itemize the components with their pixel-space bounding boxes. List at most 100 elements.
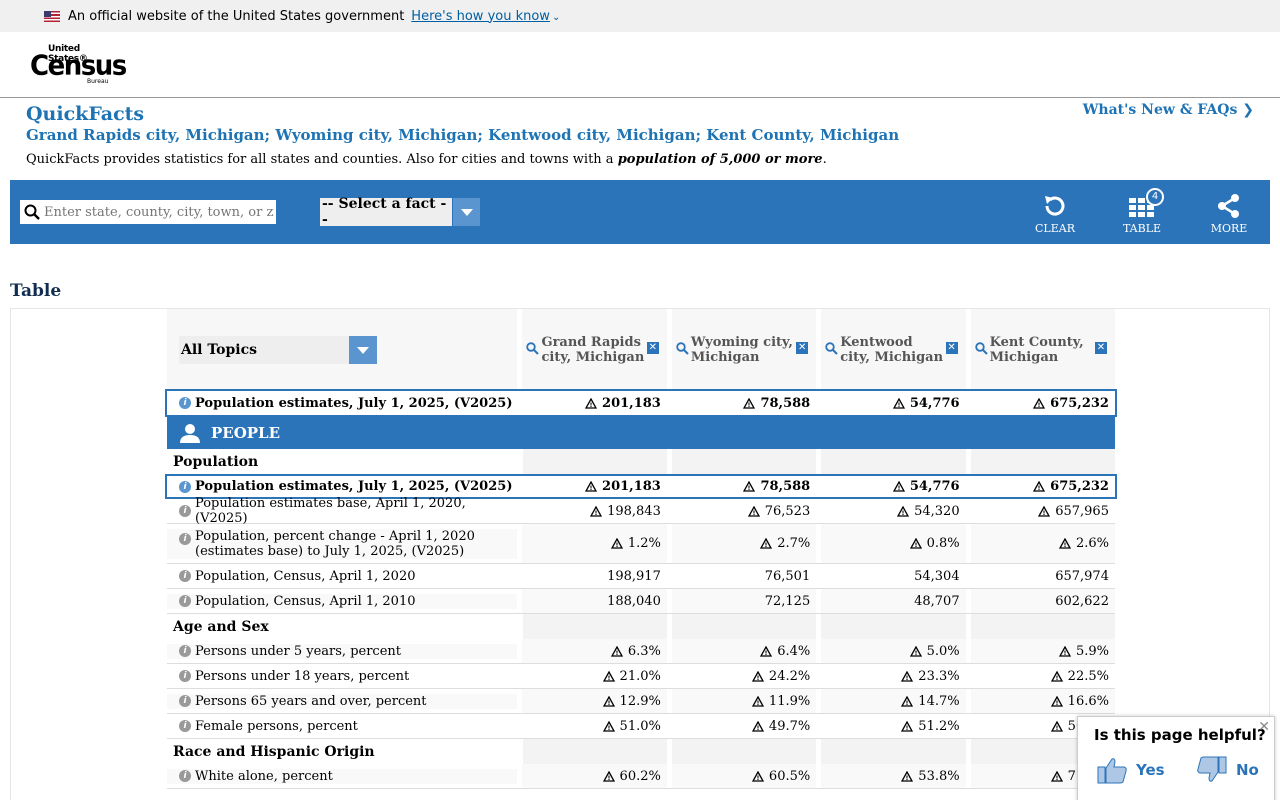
warning-icon[interactable]: ! [602,695,615,707]
table-cell: ! 657,965 [971,499,1115,523]
warning-icon[interactable]: ! [585,397,598,409]
warning-icon[interactable]: ! [909,645,922,657]
fact-select[interactable]: -- Select a fact -- [320,196,480,228]
warning-icon[interactable]: ! [1033,397,1046,409]
table-cell: ! 6.3% [522,639,667,663]
table-cell: ! 12.9% [522,689,667,713]
info-icon[interactable]: i [179,595,191,607]
table-header: All Topics Grand Rapids city, Michigan ✕… [167,309,1115,389]
warning-icon[interactable]: ! [897,505,910,517]
remove-column-icon[interactable]: ✕ [646,342,659,354]
table-cell: ! 24.2% [672,664,816,688]
row-label: Persons under 18 years, percent [195,668,410,684]
warning-icon[interactable]: ! [743,397,756,409]
topics-select[interactable]: All Topics [179,336,377,364]
warning-icon[interactable]: ! [590,505,603,517]
svg-text:!: ! [897,402,900,409]
warning-icon[interactable]: ! [610,645,623,657]
warning-icon[interactable]: ! [1050,695,1063,707]
info-icon[interactable]: i [179,532,191,545]
svg-text:!: ! [1064,542,1067,549]
warning-icon[interactable]: ! [751,720,764,732]
census-logo[interactable]: United States® Census Bureau [30,44,127,85]
search-icon[interactable] [676,342,689,355]
toolbar: -- Select a fact -- CLEAR 4 TABLE MORE [10,180,1270,244]
feedback-yes-button[interactable]: Yes [1096,755,1165,785]
warning-icon[interactable]: ! [901,770,914,782]
info-icon[interactable]: i [179,770,191,782]
remove-column-icon[interactable]: ✕ [945,342,958,354]
table-cell: ! 23.3% [821,664,965,688]
table-button[interactable]: 4 TABLE [1112,188,1172,235]
row-label: Persons 65 years and over, percent [195,693,427,709]
warning-icon[interactable]: ! [602,720,615,732]
info-icon[interactable]: i [179,720,191,732]
info-icon[interactable]: i [179,480,191,493]
table-cell: 602,622 [970,589,1115,613]
table-cell: ! 1.2% [522,524,667,563]
search-icon[interactable] [825,342,838,355]
table-cell: ! 78,588 [672,476,816,497]
close-icon[interactable]: ✕ [1258,719,1270,735]
remove-column-icon[interactable]: ✕ [796,342,809,354]
svg-text:!: ! [752,510,755,517]
table-row: i Population, Census, April 1, 2010 188,04… [167,589,1115,614]
page-description: QuickFacts provides statistics for all s… [26,152,827,167]
warning-icon[interactable]: ! [743,481,756,492]
warning-icon[interactable]: ! [760,645,773,657]
table-row: i Population estimates base, April 1, 202… [167,496,1115,526]
warning-icon[interactable]: ! [1050,670,1063,682]
warning-icon[interactable]: ! [747,505,760,517]
table-row: i Persons under 18 years, percent! 21.0%! 2… [167,664,1115,689]
warning-icon[interactable]: ! [610,538,623,549]
thumbs-down-icon [1197,756,1227,782]
warning-icon[interactable]: ! [1038,505,1051,517]
more-button[interactable]: MORE [1199,192,1259,235]
how-you-know-link[interactable]: Here's how you know ⌄ [411,8,561,24]
search-icon[interactable] [974,342,988,355]
search-icon[interactable] [526,342,540,355]
warning-icon[interactable]: ! [892,481,905,492]
svg-text:!: ! [757,775,760,782]
warning-icon[interactable]: ! [751,770,764,782]
warning-icon[interactable]: ! [1050,720,1063,732]
info-icon[interactable]: i [179,397,191,409]
row-label: Population, Census, April 1, 2020 [195,568,416,584]
svg-text:!: ! [765,650,768,657]
warning-icon[interactable]: ! [751,695,764,707]
warning-icon[interactable]: ! [901,720,914,732]
warning-icon[interactable]: ! [602,670,615,682]
feedback-no-button[interactable]: No [1196,755,1259,785]
quickfacts-table: All Topics Grand Rapids city, Michigan ✕… [10,308,1270,800]
warning-icon[interactable]: ! [901,670,914,682]
warning-icon[interactable]: ! [909,538,922,549]
info-icon[interactable]: i [179,505,191,517]
warning-icon[interactable]: ! [751,670,764,682]
clear-button[interactable]: CLEAR [1025,192,1085,235]
table-cell: ! 5.9% [970,639,1115,663]
warning-icon[interactable]: ! [760,538,773,549]
warning-icon[interactable]: ! [1033,481,1046,492]
warning-icon[interactable]: ! [1058,645,1071,657]
feedback-question: Is this page helpful? [1094,726,1266,744]
svg-text:!: ! [906,675,909,682]
group-header: Race and Hispanic Origin [167,739,1115,764]
info-icon[interactable]: i [179,695,191,707]
people-section-header[interactable]: PEOPLE [167,417,1115,449]
info-icon[interactable]: i [179,670,191,682]
warning-icon[interactable]: ! [585,481,598,492]
search-input[interactable] [44,201,274,223]
svg-text:!: ! [757,700,760,707]
warning-icon[interactable]: ! [1058,538,1071,549]
warning-icon[interactable]: ! [892,397,905,409]
info-icon[interactable]: i [179,570,191,582]
warning-icon[interactable]: ! [602,770,615,782]
svg-text:!: ! [590,485,593,492]
warning-icon[interactable]: ! [1050,770,1063,782]
info-icon[interactable]: i [179,645,191,657]
whats-new-link[interactable]: What's New & FAQs ❯ [1082,102,1254,118]
row-label: Population, percent change - April 1, 20… [195,528,475,559]
remove-column-icon[interactable]: ✕ [1094,342,1107,354]
row-label: Population estimates, July 1, 2025, (V20… [195,395,513,411]
warning-icon[interactable]: ! [901,695,914,707]
